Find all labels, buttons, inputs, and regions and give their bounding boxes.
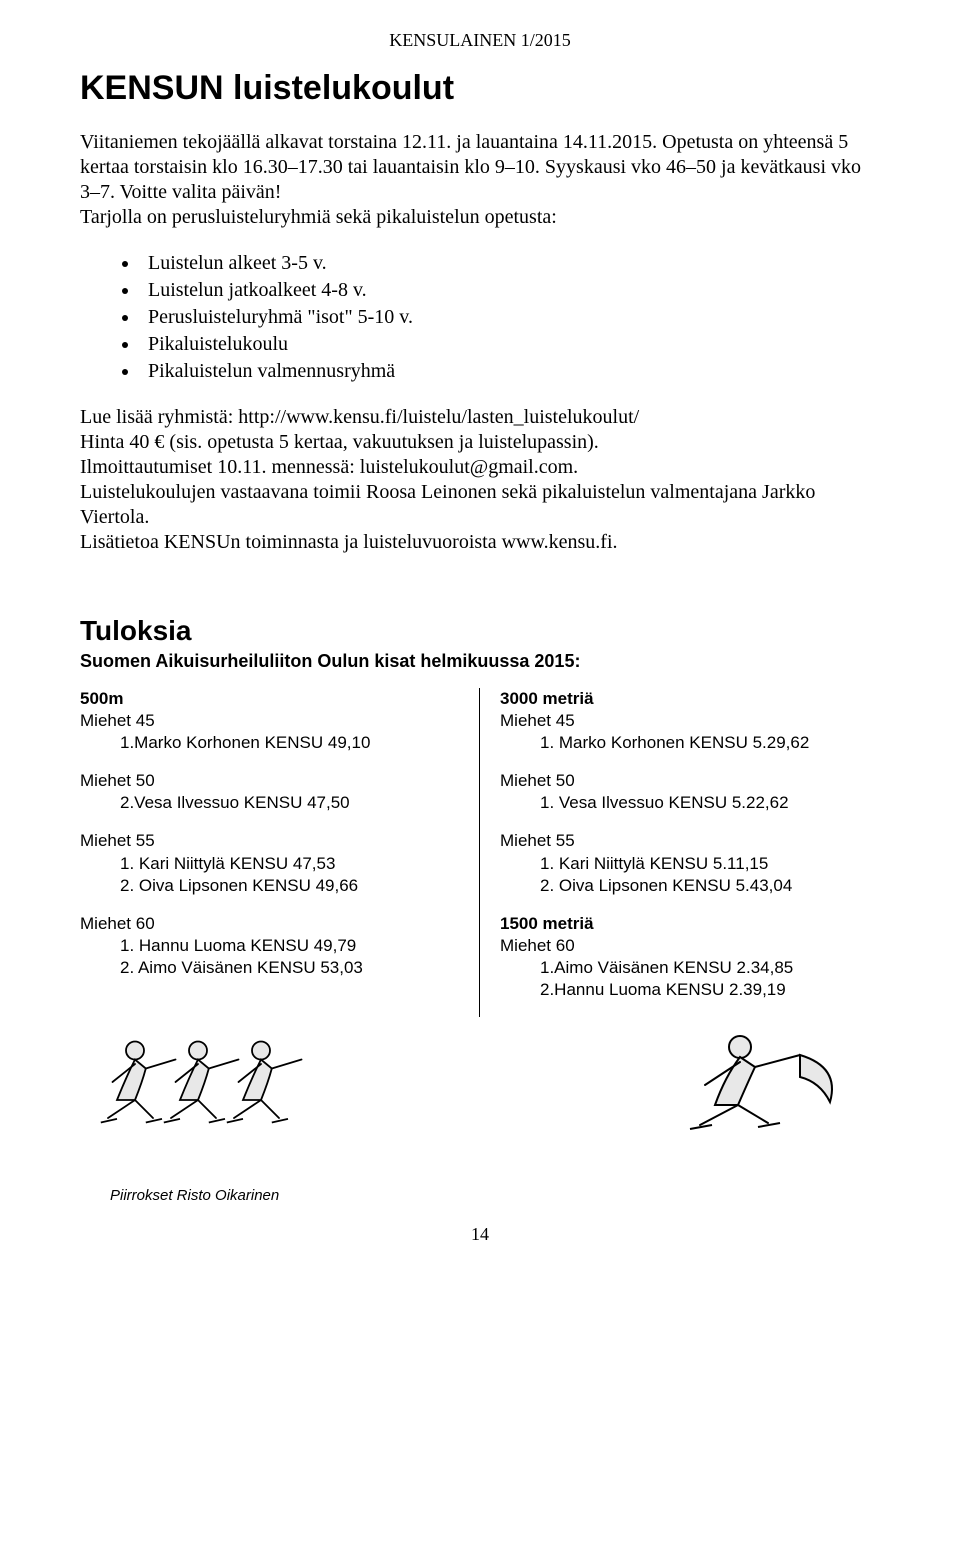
skaters-group-icon: [90, 1027, 360, 1137]
intro-text-2: Tarjolla on perusluisteluryhmiä sekä pik…: [80, 206, 557, 228]
page-title: KENSUN luistelukoulut: [80, 69, 880, 108]
result-line: 1.Aimo Väisänen KENSU 2.34,85: [500, 957, 880, 979]
details-line: Luistelukoulujen vastaavana toimii Roosa…: [80, 481, 815, 528]
age-category: Miehet 50: [80, 770, 459, 792]
age-category: Miehet 60: [500, 935, 880, 957]
result-line: 2.Vesa Ilvessuo KENSU 47,50: [80, 792, 459, 814]
list-item: Pikaluistelukoulu: [140, 331, 880, 358]
result-line: 1. Marko Korhonen KENSU 5.29,62: [500, 732, 880, 754]
list-item: Luistelun jatkoalkeet 4-8 v.: [140, 277, 880, 304]
illustrations-row: [80, 1027, 880, 1137]
page-container: KENSULAINEN 1/2015 KENSUN luistelukoulut…: [0, 0, 960, 1265]
illustration-caption: Piirrokset Risto Oikarinen: [110, 1187, 880, 1204]
details-line: Ilmoittautumiset 10.11. mennessä: luiste…: [80, 456, 578, 478]
issue-header: KENSULAINEN 1/2015: [80, 30, 880, 51]
page-number: 14: [80, 1224, 880, 1245]
list-item: Pikaluistelun valmennusryhmä: [140, 358, 880, 385]
result-block: Miehet 50 2.Vesa Ilvessuo KENSU 47,50: [80, 770, 459, 814]
age-category: Miehet 55: [80, 830, 459, 852]
event-heading: 1500 metriä: [500, 913, 880, 935]
result-line: 2.Hannu Luoma KENSU 2.39,19: [500, 979, 880, 1001]
offerings-list: Luistelun alkeet 3-5 v. Luistelun jatkoa…: [80, 250, 880, 385]
list-item: Perusluisteluryhmä "isot" 5-10 v.: [140, 304, 880, 331]
results-right-column: 3000 metriä Miehet 45 1. Marko Korhonen …: [480, 688, 880, 1017]
result-line: 1. Hannu Luoma KENSU 49,79: [80, 935, 459, 957]
result-block: Miehet 50 1. Vesa Ilvessuo KENSU 5.22,62: [500, 770, 880, 814]
result-block: 3000 metriä Miehet 45 1. Marko Korhonen …: [500, 688, 880, 754]
details-line: Lisätietoa KENSUn toiminnasta ja luistel…: [80, 531, 618, 553]
details-line: Hinta 40 € (sis. opetusta 5 kertaa, vaku…: [80, 431, 599, 453]
result-line: 2. Aimo Väisänen KENSU 53,03: [80, 957, 459, 979]
intro-paragraph-1: Viitaniemen tekojäällä alkavat torstaina…: [80, 130, 880, 230]
results-subtitle: Suomen Aikuisurheiluliiton Oulun kisat h…: [80, 651, 880, 672]
result-block: Miehet 55 1. Kari Niittylä KENSU 47,53 2…: [80, 830, 459, 896]
result-block: 1500 metriä Miehet 60 1.Aimo Väisänen KE…: [500, 913, 880, 1001]
age-category: Miehet 55: [500, 830, 880, 852]
event-heading: 500m: [80, 688, 459, 710]
age-category: Miehet 45: [80, 710, 459, 732]
age-category: Miehet 60: [80, 913, 459, 935]
age-category: Miehet 50: [500, 770, 880, 792]
result-block: 500m Miehet 45 1.Marko Korhonen KENSU 49…: [80, 688, 459, 754]
result-line: 2. Oiva Lipsonen KENSU 49,66: [80, 875, 459, 897]
results-title: Tuloksia: [80, 615, 880, 647]
result-line: 2. Oiva Lipsonen KENSU 5.43,04: [500, 875, 880, 897]
result-block: Miehet 60 1. Hannu Luoma KENSU 49,79 2. …: [80, 913, 459, 979]
result-line: 1. Kari Niittylä KENSU 5.11,15: [500, 853, 880, 875]
details-line: Lue lisää ryhmistä: http://www.kensu.fi/…: [80, 406, 639, 428]
result-line: 1. Vesa Ilvessuo KENSU 5.22,62: [500, 792, 880, 814]
result-block: Miehet 55 1. Kari Niittylä KENSU 5.11,15…: [500, 830, 880, 896]
list-item: Luistelun alkeet 3-5 v.: [140, 250, 880, 277]
result-line: 1.Marko Korhonen KENSU 49,10: [80, 732, 459, 754]
result-line: 1. Kari Niittylä KENSU 47,53: [80, 853, 459, 875]
age-category: Miehet 45: [500, 710, 880, 732]
results-left-column: 500m Miehet 45 1.Marko Korhonen KENSU 49…: [80, 688, 480, 1017]
results-columns: 500m Miehet 45 1.Marko Korhonen KENSU 49…: [80, 688, 880, 1017]
event-heading: 3000 metriä: [500, 688, 880, 710]
details-paragraph: Lue lisää ryhmistä: http://www.kensu.fi/…: [80, 405, 880, 555]
skater-single-icon: [670, 1027, 870, 1137]
intro-text-1: Viitaniemen tekojäällä alkavat torstaina…: [80, 131, 861, 203]
